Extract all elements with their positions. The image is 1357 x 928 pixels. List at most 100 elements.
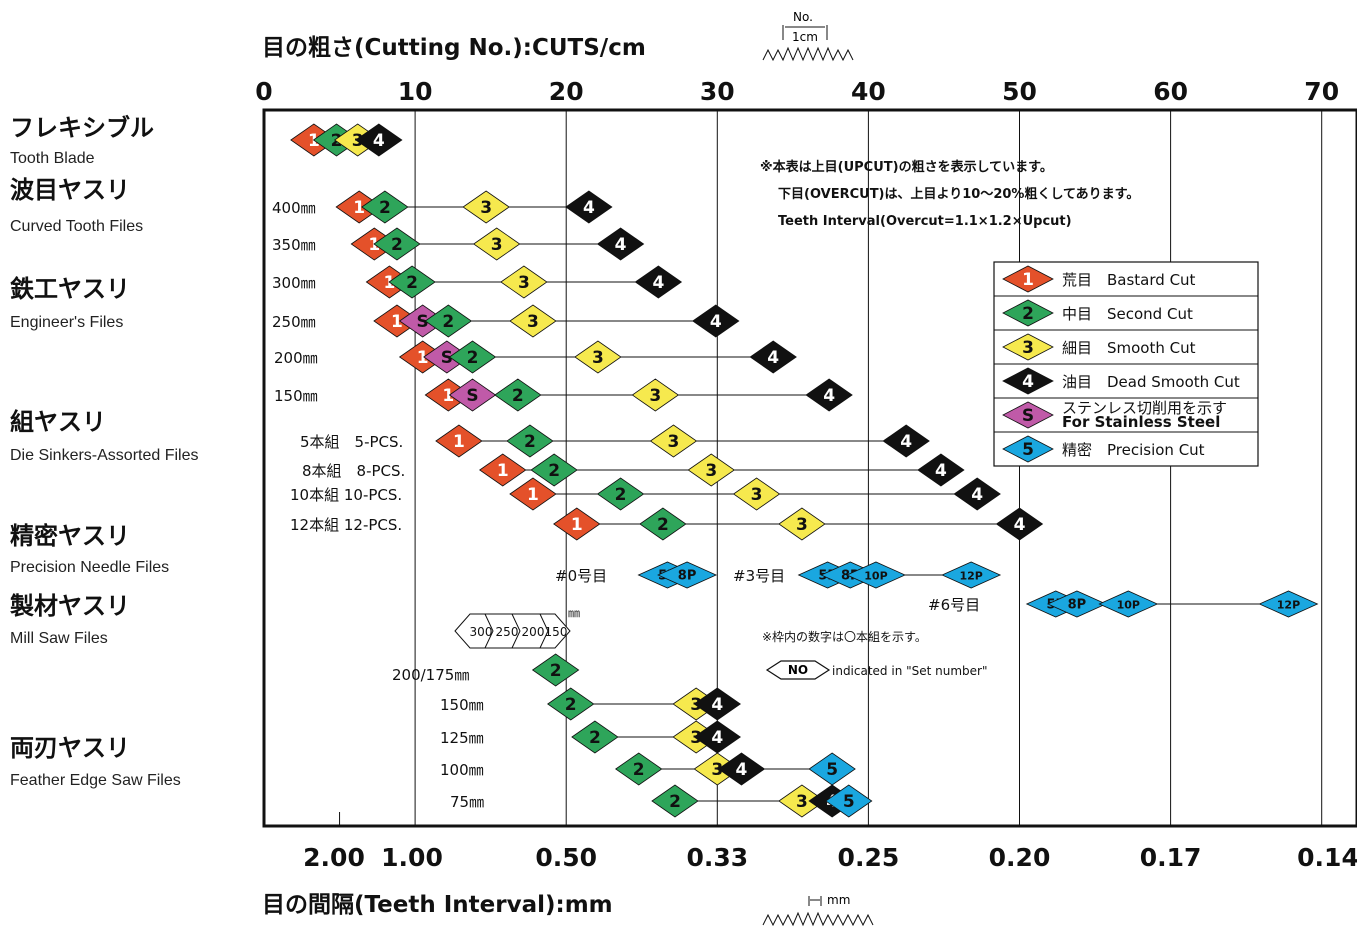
category-en-0: Tooth Blade — [10, 150, 95, 167]
marker-4-4: 4 — [692, 304, 740, 338]
marker-10-1: 2 — [639, 507, 687, 541]
marker-14-1-text: 3 — [711, 760, 723, 780]
marker-3-0-text: 1 — [383, 273, 395, 293]
plot-frame — [262, 108, 1357, 828]
legend-label-0: 荒目 Bastard Cut — [1062, 271, 1196, 289]
marker-8-2-text: 3 — [705, 461, 717, 481]
marker-10-0: 1 — [553, 507, 601, 541]
marker-14-3: 5 — [808, 752, 856, 786]
top-tick-40: 40 — [851, 77, 886, 106]
marker-4-2: 2 — [424, 304, 473, 338]
marker-8-1: 2 — [530, 453, 578, 487]
marker-9-0-text: 1 — [527, 485, 539, 505]
data-row-1: 400㎜ 1 2 3 4 — [272, 190, 613, 224]
marker-14-0: 2 — [615, 752, 663, 786]
category-en-4: Precision Needle Files — [10, 559, 169, 576]
marker-14-0-text: 2 — [633, 760, 645, 780]
marker-6-1: S — [448, 378, 497, 412]
marker-3-1: 2 — [388, 265, 436, 299]
marker-1-3-text: 4 — [583, 198, 595, 218]
top-tick-30: 30 — [700, 77, 735, 106]
legend: 1 荒目 Bastard Cut 2 中目 Second Cut 3 細目 Smooth … — [993, 261, 1259, 467]
marker-1-1-text: 2 — [379, 198, 391, 218]
precision-label-1: #3号目 — [733, 567, 785, 585]
precision-marker-2-2: 10P — [1098, 590, 1159, 618]
marker-5-4: 4 — [749, 340, 797, 374]
top-tick-20: 20 — [549, 77, 584, 106]
row-label-6: 150㎜ — [274, 387, 318, 405]
legend-marker-5: 5 — [1002, 435, 1054, 463]
precision-marker-2-3: 12P — [1258, 590, 1319, 618]
data-row-4: 250㎜ 1 S 2 3 4 — [272, 304, 740, 338]
marker-4-4-text: 4 — [710, 312, 722, 332]
row-label-12: 150㎜ — [440, 696, 484, 714]
precision-marker-1-2: 10P — [845, 561, 906, 589]
data-row-2: 350㎜ 1 2 3 4 — [272, 227, 645, 261]
precision-marker-2-1: 8P — [1046, 590, 1107, 618]
category-en-5: Mill Saw Files — [10, 630, 108, 647]
category-jp-0: フレキシブル — [10, 114, 154, 142]
row-label-10: 12本組 12-PCS. — [290, 516, 402, 534]
marker-5-2: 2 — [448, 340, 497, 374]
row-label-3: 300㎜ — [272, 274, 316, 292]
category-jp-2: 鉄工ヤスリ — [10, 275, 130, 303]
marker-1-2: 3 — [462, 190, 510, 224]
marker-14-2: 4 — [717, 752, 766, 786]
marker-3-1-text: 2 — [406, 273, 418, 293]
marker-7-0-text: 1 — [453, 432, 465, 452]
bottom-tick-0.14: 0.14 — [1297, 843, 1357, 872]
marker-10-1-text: 2 — [657, 515, 669, 535]
mill-row-label: 200/175㎜ — [392, 666, 469, 684]
bottom-tick-2.00: 2.00 — [303, 843, 365, 872]
marker-2-1: 2 — [373, 227, 421, 261]
marker-3-2-text: 3 — [518, 273, 530, 293]
marker-10-3-text: 4 — [1014, 515, 1026, 535]
data-row-7: 5本組 5-PCS. 1 2 3 4 — [300, 424, 930, 458]
marker-7-1-text: 2 — [524, 432, 536, 452]
marker-9-1-text: 2 — [615, 485, 627, 505]
legend-label-5: 精密 Precision Cut — [1062, 441, 1205, 459]
precision-row-0: #0号目5P8P — [555, 561, 718, 589]
marker-10-2: 3 — [778, 507, 826, 541]
set-number-badge-text: NO — [788, 663, 808, 677]
legend-label-4: ステンレス切削用を示す — [1062, 399, 1227, 417]
marker-5-2-text: 2 — [467, 348, 479, 368]
marker-6-0-text: 1 — [442, 386, 454, 406]
data-row-5: 200㎜ 1 S 2 3 4 — [274, 340, 797, 374]
precision-marker-1-3-text: 12P — [959, 570, 982, 583]
marker-2-3-text: 4 — [615, 235, 627, 255]
bottom-tick-0.33: 0.33 — [686, 843, 748, 872]
bottom-axis-title: 目の間隔(Teeth Interval):mm — [262, 892, 613, 918]
marker-13-2-text: 4 — [711, 728, 723, 748]
marker-3-2: 3 — [500, 265, 548, 299]
icon-no-label: No. — [793, 10, 813, 24]
mill-size-150: 150 — [545, 625, 568, 639]
category-jp-4: 精密ヤスリ — [10, 522, 130, 550]
marker-2-3: 4 — [596, 227, 645, 261]
marker-7-2-text: 3 — [668, 432, 680, 452]
box-note: ※枠内の数字は〇本組を示す。 — [762, 629, 927, 644]
marker-8-2: 3 — [687, 453, 735, 487]
category-en-3: Die Sinkers-Assorted Files — [10, 447, 199, 464]
teeth-interval-icon: mm — [762, 893, 874, 927]
marker-2-0-text: 1 — [368, 235, 380, 255]
row-label-15: 75㎜ — [450, 793, 484, 811]
marker-13-2: 4 — [693, 720, 742, 754]
mill-size-badge: 300 250 200 150 ㎜ — [454, 606, 580, 649]
note-line-2: 下目(OVERCUT)は、上目より10〜20%粗くしてあります。 — [778, 186, 1139, 202]
category-en-6: Feather Edge Saw Files — [10, 772, 181, 789]
marker-8-1-text: 2 — [548, 461, 560, 481]
data-row-3: 300㎜ 1 2 3 4 — [272, 265, 683, 299]
marker-9-0: 1 — [509, 477, 557, 511]
marker-10-0-text: 1 — [571, 515, 583, 535]
marker-9-3-text: 4 — [971, 485, 983, 505]
marker-6-4: 4 — [805, 378, 853, 412]
note-line-1: ※本表は上目(UPCUT)の粗さを表示しています。 — [760, 159, 1053, 175]
marker-11-0: 2 — [531, 653, 580, 687]
row-label-8: 8本組 8-PCS. — [302, 462, 405, 480]
marker-6-4-text: 4 — [823, 386, 835, 406]
marker-2-2: 3 — [472, 227, 521, 261]
row-label-5: 200㎜ — [274, 349, 318, 367]
